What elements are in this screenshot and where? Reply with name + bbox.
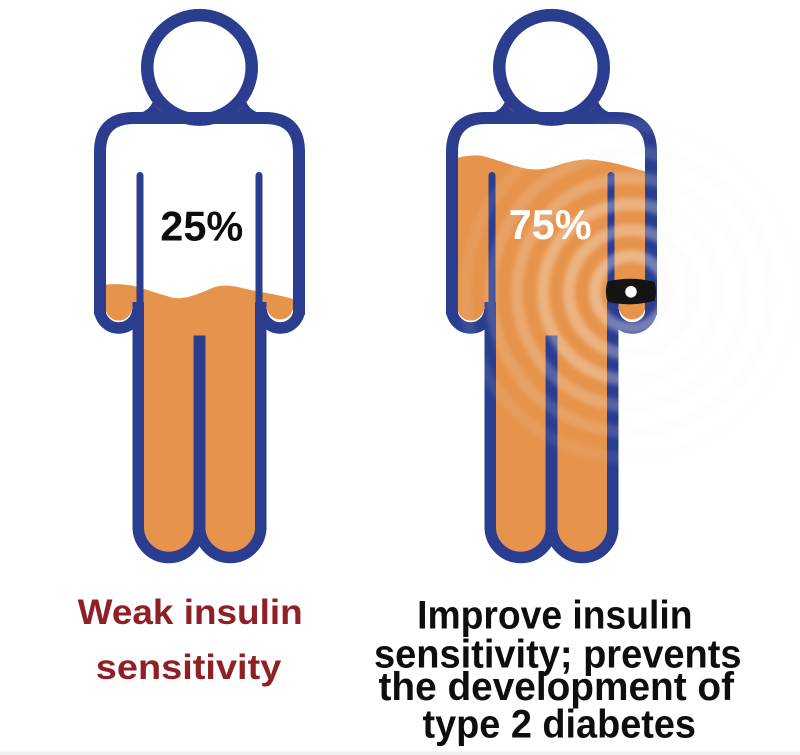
svg-text:type 2 diabetes: type 2 diabetes <box>423 703 697 747</box>
svg-text:sensitivity; prevents: sensitivity; prevents <box>374 633 742 677</box>
svg-text:25%: 25% <box>160 203 243 249</box>
svg-text:sensitivity: sensitivity <box>96 647 282 687</box>
svg-text:Weak insulin: Weak insulin <box>78 592 303 632</box>
svg-text:Improve insulin: Improve insulin <box>417 594 692 638</box>
svg-text:75%: 75% <box>509 202 592 248</box>
svg-text:the development of: the development of <box>379 665 735 709</box>
